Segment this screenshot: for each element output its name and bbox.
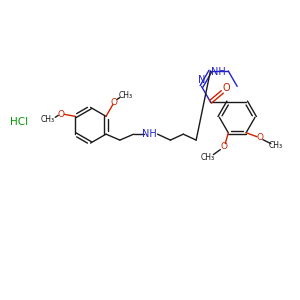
Text: O: O <box>110 98 117 107</box>
Text: NH: NH <box>142 129 157 139</box>
Text: N: N <box>198 76 205 85</box>
Text: NH: NH <box>211 67 226 77</box>
Text: O: O <box>223 83 230 93</box>
Text: CH₃: CH₃ <box>119 91 133 100</box>
Text: CH₃: CH₃ <box>200 153 214 162</box>
Text: O: O <box>58 110 65 119</box>
Text: CH₃: CH₃ <box>40 115 54 124</box>
Text: O: O <box>256 133 263 142</box>
Text: CH₃: CH₃ <box>269 141 283 150</box>
Text: HCl: HCl <box>10 117 28 127</box>
Text: O: O <box>221 142 228 151</box>
